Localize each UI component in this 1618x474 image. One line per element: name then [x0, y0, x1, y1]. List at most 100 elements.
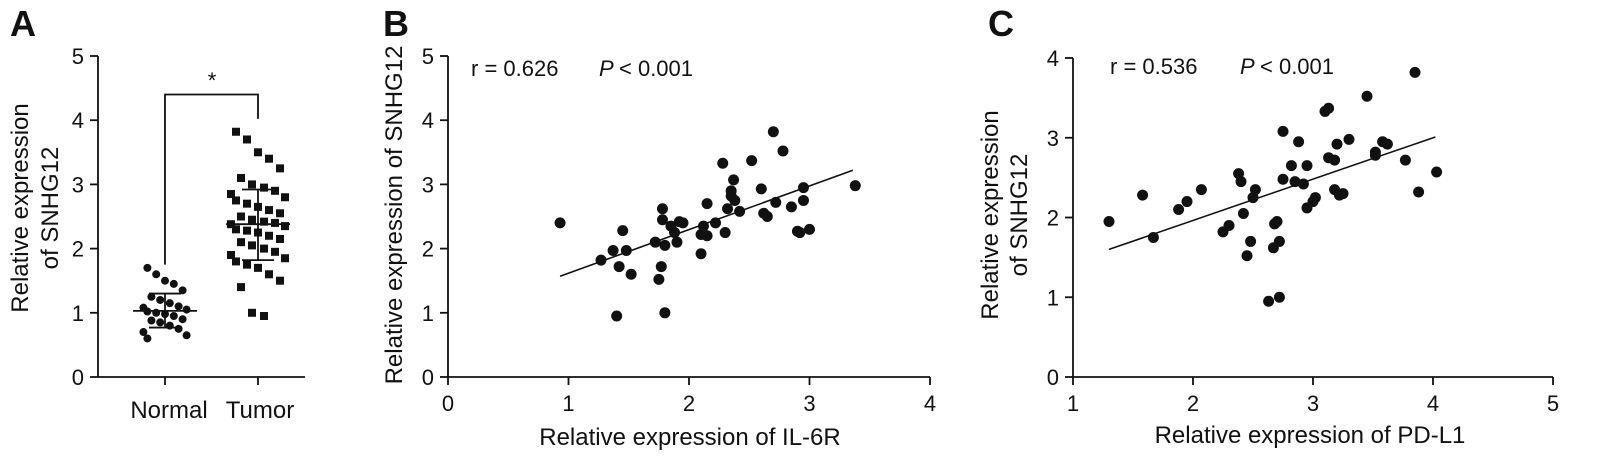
panel-c-point	[1413, 186, 1425, 198]
panel-b-r-value: r = 0.626	[471, 56, 558, 81]
panel-b-y-tick-label: 2	[422, 237, 434, 262]
panel-a-x-category-tumor: Tumor	[226, 397, 294, 424]
panel-a-tumor-point	[248, 180, 256, 189]
panel-c-y-tick-label: 2	[1047, 206, 1059, 231]
panel-c-fit-line	[1108, 136, 1436, 251]
panel-a-tumor-point	[248, 215, 256, 224]
panel-a-normal-point	[152, 270, 161, 279]
panel-b-point	[777, 145, 789, 157]
panel-b-point	[701, 198, 713, 210]
panel-a-dot-plot: 0 1 2 3 4 5 Relative expression of SNHG12 Nor…	[7, 44, 305, 424]
panel-b-point	[785, 201, 797, 213]
panel-a-y-tick-label: 4	[72, 108, 84, 133]
panel-c-point	[1399, 154, 1411, 166]
panel-c-x-tick-label: 4	[1427, 391, 1439, 416]
panel-b-point	[617, 225, 629, 237]
panel-a-normal-point	[147, 316, 156, 325]
panel-c-points	[1103, 66, 1443, 307]
panel-a-tumor-point	[260, 183, 268, 192]
panel-a-tumor-point	[281, 222, 289, 231]
panel-a-mean-sd-bars	[133, 188, 290, 329]
panel-c-point	[1329, 154, 1341, 166]
panel-c-point	[1223, 219, 1235, 231]
panel-b-point	[659, 307, 671, 319]
panel-c-point	[1301, 160, 1313, 172]
panel-a-normal-point	[178, 286, 187, 295]
panel-b-point	[613, 261, 625, 273]
panel-c-point	[1361, 90, 1373, 102]
panel-a-tumor-point	[260, 312, 268, 321]
panel-a-y-tick-label: 1	[72, 301, 84, 326]
panel-a-tumor-point	[271, 186, 279, 195]
panel-c-point	[1277, 173, 1289, 185]
panel-a-axes	[97, 56, 305, 378]
panel-c-point	[1173, 204, 1185, 216]
panel-b-point	[649, 236, 661, 248]
panel-c-x-tick-label: 3	[1307, 391, 1319, 416]
panel-c-point	[1245, 235, 1257, 247]
panel-b-point	[734, 205, 746, 217]
panel-b-point	[620, 245, 632, 257]
panel-a-tumor-point	[248, 241, 256, 250]
panel-b-point	[554, 217, 566, 229]
panel-b-point	[659, 239, 671, 251]
panel-c-y-axis-title-line1: Relative expression	[977, 110, 1004, 319]
panel-a-tumor-point	[237, 173, 245, 182]
panel-a-y-tick-label: 3	[72, 172, 84, 197]
panel-a-tumor-point	[227, 251, 235, 260]
panel-c-point	[1431, 166, 1443, 178]
panel-c-r-value: r = 0.536	[1110, 54, 1197, 79]
panel-a-tumor-point	[232, 127, 240, 136]
panel-b-point	[755, 183, 767, 195]
panel-c-point	[1241, 250, 1253, 262]
panel-b-point	[607, 245, 619, 257]
panel-a-normal-point	[139, 328, 148, 337]
panel-a-significance-bracket	[164, 93, 259, 265]
panel-b-points	[554, 126, 861, 322]
panel-a-significance-star: *	[208, 68, 217, 93]
panel-a-normal-point	[143, 263, 152, 272]
panel-a-tumor-point	[276, 164, 284, 173]
panel-a-y-tick-label: 5	[72, 44, 84, 69]
panel-b-x-tick-label: 0	[442, 391, 454, 416]
panel-b-point	[669, 227, 681, 239]
panel-b-y-tick-label: 0	[422, 365, 434, 390]
panel-c-point	[1297, 178, 1309, 190]
panel-a-normal-point	[169, 279, 178, 288]
panel-a-normal-point	[174, 324, 183, 333]
panel-a-normal-point	[143, 334, 152, 343]
panel-a-normal-point	[182, 305, 191, 314]
panel-c-point	[1381, 138, 1393, 150]
panel-c-y-tick-label: 1	[1047, 285, 1059, 310]
panel-a-normal-point	[161, 276, 169, 285]
panel-c-point	[1293, 136, 1305, 148]
panel-a-tumor-point	[260, 217, 268, 226]
panel-b-y-axis-title: Relative expression of SNHG12	[381, 46, 408, 385]
panel-a-tumor-point	[243, 199, 251, 208]
panel-c-y-axis-title-line2: of SNHG12	[1006, 154, 1033, 277]
panel-a-normal-point	[169, 312, 178, 321]
panel-c-point	[1273, 291, 1285, 303]
panel-a-y-axis-title-line1: Relative expression	[7, 103, 34, 312]
panel-b-point	[804, 223, 815, 235]
panel-b-x-tick-label: 2	[683, 391, 695, 416]
panel-c-point	[1137, 189, 1149, 201]
panel-a-normal-point	[147, 292, 156, 301]
panel-b-ticks: 0 1 2 3 4 5 0 1 2 3 4	[422, 44, 936, 416]
panel-c-point	[1331, 138, 1343, 150]
panel-b-scatter: 0 1 2 3 4 5 0 1 2 3 4 Relative expression of SNHG1…	[381, 44, 936, 451]
panel-a-tumor-point	[237, 238, 245, 247]
panel-b-x-tick-label: 4	[924, 391, 936, 416]
panel-b-point	[728, 174, 740, 186]
panel-b-point	[655, 261, 667, 273]
panel-b-point	[729, 194, 741, 206]
panel-c-x-tick-label: 1	[1067, 391, 1079, 416]
panel-c-point	[1263, 295, 1275, 307]
panel-c-p-value: < 0.001	[1260, 54, 1334, 79]
panel-c-y-tick-label: 4	[1047, 46, 1059, 71]
panel-a-tumor-point	[265, 154, 273, 163]
panel-a-tumor-point	[254, 148, 262, 157]
panel-a-bracket-line	[164, 93, 259, 265]
panel-a-tumor-point	[276, 276, 284, 285]
panel-b-point	[697, 220, 709, 232]
